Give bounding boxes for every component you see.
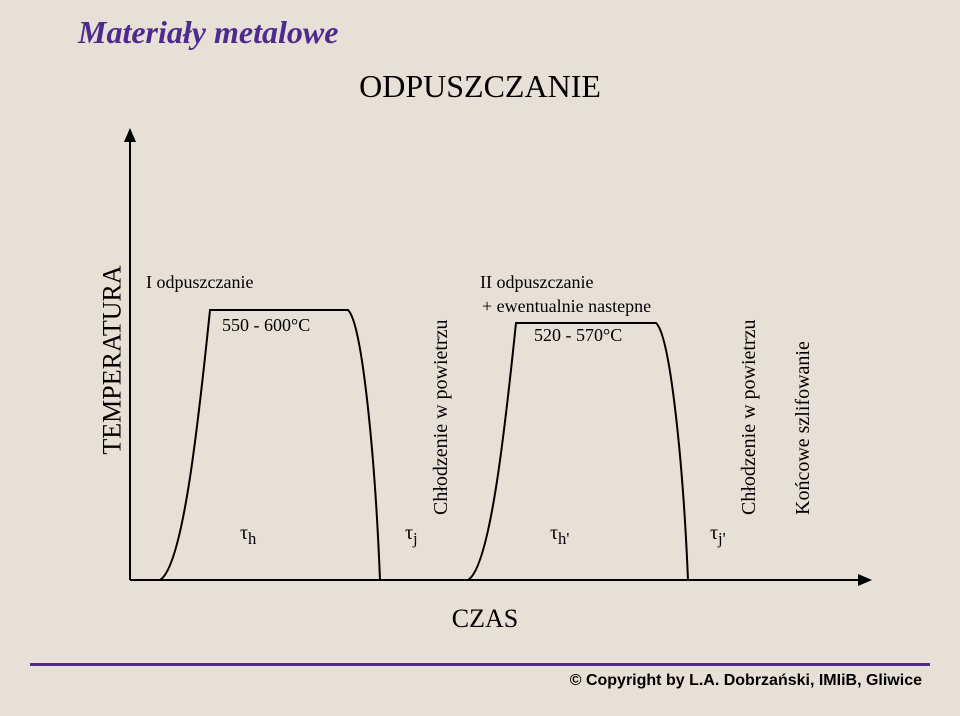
page-title: Materiały metalowe	[78, 14, 338, 51]
cooling-label-2: Chłodzenie w powietrzu	[738, 320, 761, 516]
tau-sub: j	[413, 529, 418, 548]
y-axis-label: TEMPERATURA	[98, 265, 128, 454]
footer-copyright: © Copyright by L.A. Dobrzański, IMIiB, G…	[0, 672, 922, 690]
cycle-2-curve	[468, 323, 688, 580]
cycle-1-tau-heat: τh	[240, 522, 256, 549]
cycle-1-curve	[160, 310, 380, 580]
cycle-2-tau-cool: τj'	[710, 522, 726, 549]
tau-symbol: τ	[405, 522, 413, 544]
x-axis-arrowhead	[858, 574, 872, 586]
tau-symbol: τ	[240, 522, 248, 544]
cycle-1-plateau-label: 550 - 600°C	[222, 315, 310, 336]
tau-sub: h'	[558, 529, 569, 548]
cycle-1-label: I odpuszczanie	[146, 272, 253, 293]
tau-sub: h	[248, 529, 256, 548]
final-grinding-label: Końcowe szlifowanie	[792, 341, 815, 515]
slide-background: Materiały metalowe ODPUSZCZANIE TEMPERAT…	[0, 0, 960, 716]
cycle-2-sublabel: + ewentualnie nastepne	[482, 296, 651, 317]
chart-area: TEMPERATURA CZAS I odpuszczanie 550 - 60…	[90, 110, 880, 610]
y-axis-arrowhead	[124, 128, 136, 142]
cycle-1-tau-cool: τj	[405, 522, 418, 549]
tau-sub: j'	[718, 529, 726, 548]
x-axis-label: CZAS	[90, 604, 880, 634]
cycle-2-plateau-label: 520 - 570°C	[534, 325, 622, 346]
footer-divider	[30, 663, 930, 666]
cycle-2-tau-heat: τh'	[550, 522, 569, 549]
tau-symbol: τ	[710, 522, 718, 544]
cycle-2-label: II odpuszczanie	[480, 272, 593, 293]
cooling-label-1: Chłodzenie w powietrzu	[430, 320, 453, 516]
tau-symbol: τ	[550, 522, 558, 544]
chart-svg	[90, 110, 880, 610]
chart-title: ODPUSZCZANIE	[0, 68, 960, 105]
